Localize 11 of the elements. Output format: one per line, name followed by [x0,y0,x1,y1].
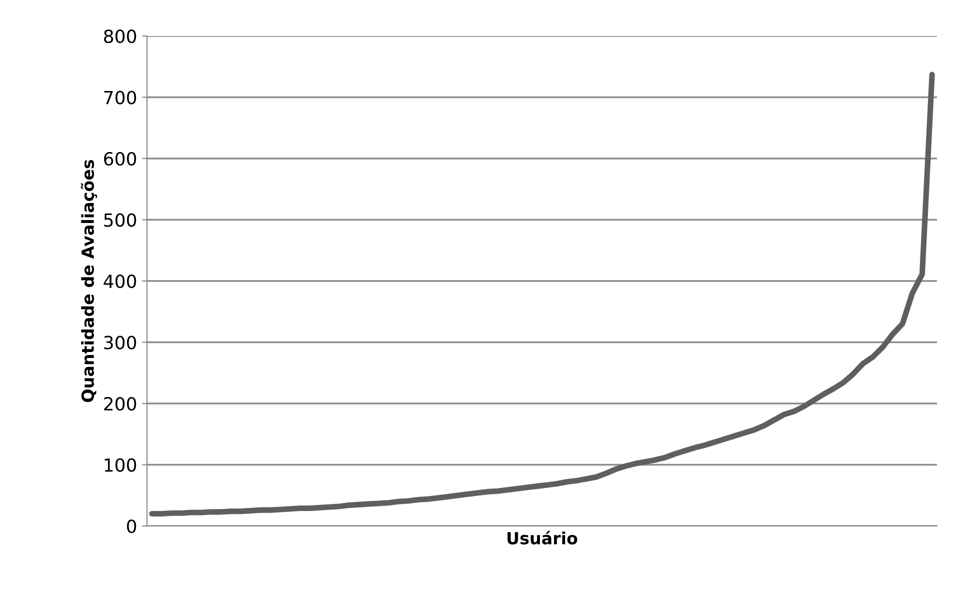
y-tick-label: 600 [104,152,136,166]
y-tick-label: 800 [104,29,136,44]
y-tick-label: 300 [104,336,136,350]
y-tick-label: 700 [104,90,136,104]
y-tick-label: 200 [104,396,136,411]
y-tick-label: 500 [104,213,136,227]
y-tick-label: 0 [126,519,136,534]
y-tick-label: 100 [104,458,136,472]
y-tick-label: 400 [104,274,136,288]
x-axis-title: Usuário [508,530,578,544]
y-axis-title: Quantidade de Avaliações [80,160,98,402]
